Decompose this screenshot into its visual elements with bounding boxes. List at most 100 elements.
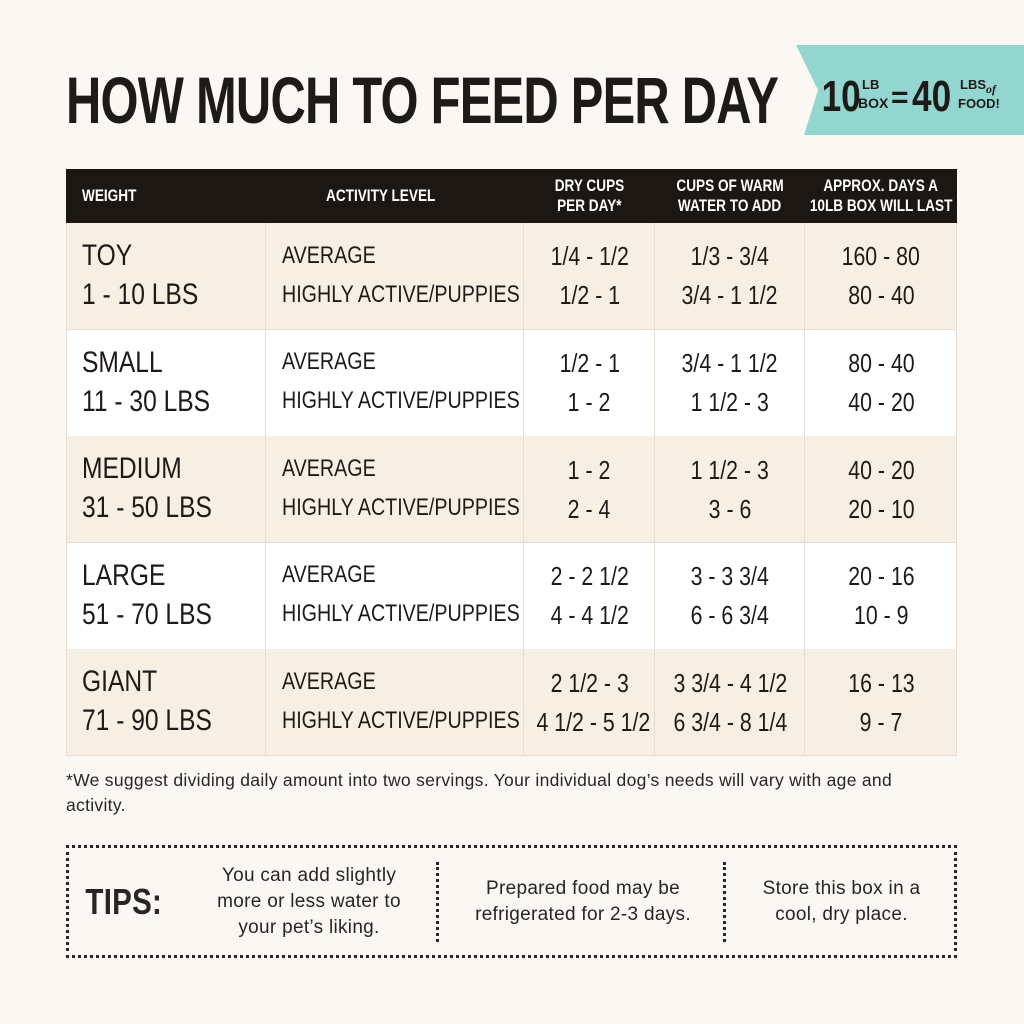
header-cell: ACTIVITY LEVEL — [266, 169, 524, 223]
cell-text: AVERAGE — [282, 454, 376, 482]
cell-line: 16 - 13 — [805, 668, 957, 699]
cell-line: 1 1/2 - 3 — [655, 455, 805, 486]
cell-line: HIGHLY ACTIVE/PUPPIES — [282, 600, 572, 628]
table-cell — [524, 436, 655, 544]
table-cell — [266, 542, 524, 650]
table-cell — [655, 542, 805, 650]
table-cell — [66, 542, 266, 650]
cell-text: 80 - 40 — [847, 280, 915, 311]
cell-line: 1 - 10 LBS — [82, 278, 224, 312]
header-cell: WEIGHT — [66, 169, 266, 223]
cell-text: 1/3 - 3/4 — [690, 241, 770, 272]
table-cell — [66, 649, 266, 757]
cell-line: 4 - 4 1/2 — [524, 600, 655, 631]
cell-text: 2 - 4 — [568, 493, 611, 524]
badge-unit: LBS — [960, 77, 986, 92]
tip: Store this box in a cool, dry place. — [729, 848, 954, 955]
cell-line: 10 - 9 — [805, 600, 957, 631]
cell-line: 9 - 7 — [805, 707, 957, 738]
cell-text: AVERAGE — [282, 561, 376, 589]
badge-equals: = — [891, 81, 909, 114]
table-cell — [266, 223, 524, 331]
tips-label: TIPS: — [69, 848, 179, 955]
cell-text: HIGHLY ACTIVE/PUPPIES — [282, 600, 520, 628]
cell-line: 2 - 4 — [524, 494, 655, 525]
badge: 10 LB BOX = 40 LBS of FOOD! — [796, 45, 1024, 135]
header-cell: DRY CUPS PER DAY* — [524, 169, 655, 223]
cell-line: 1/3 - 3/4 — [655, 241, 805, 272]
table-cell — [805, 223, 957, 331]
cell-line: 20 - 10 — [805, 494, 957, 525]
header-text: WATER TO ADD — [678, 196, 782, 215]
cell-text: TOY — [82, 239, 133, 272]
cell-line: 160 - 80 — [805, 241, 957, 272]
cell-line: 3/4 - 1 1/2 — [655, 280, 805, 311]
cell-line: 3 - 3 3/4 — [655, 561, 805, 592]
cell-text: 31 - 50 LBS — [82, 491, 212, 525]
divider — [723, 862, 726, 942]
cell-text: 71 - 90 LBS — [82, 704, 212, 738]
cell-text: 2 1/2 - 3 — [550, 667, 629, 698]
table-cell — [266, 649, 524, 757]
cell-text: 20 - 16 — [847, 561, 915, 592]
cell-text: SMALL — [82, 345, 163, 379]
cell-text: 1 1/2 - 3 — [690, 454, 770, 485]
table-cell — [66, 223, 266, 331]
cell-text: AVERAGE — [282, 241, 376, 269]
cell-line: 40 - 20 — [805, 387, 957, 418]
header-text: DRY CUPS — [554, 176, 625, 195]
cell-text: 1/2 - 1 — [559, 280, 620, 311]
title: HOW MUCH TO FEED PER DAY — [66, 63, 779, 137]
cell-text: AVERAGE — [282, 668, 376, 695]
header-text: ACTIVITY LEVEL — [326, 186, 436, 205]
header-cell: APPROX. DAYS A 10LB BOX WILL LAST — [805, 169, 957, 223]
cell-text: 80 - 40 — [847, 348, 915, 378]
table-cell — [524, 223, 655, 331]
table-cell — [266, 436, 524, 544]
cell-text: 1 1/2 - 3 — [690, 387, 770, 417]
tip: You can add slightly more or less water … — [189, 848, 429, 955]
table-cell — [66, 329, 266, 437]
cell-line: GIANT — [82, 665, 174, 699]
cell-line: 3 3/4 - 4 1/2 — [655, 668, 805, 699]
cell-line: 1/4 - 1/2 — [524, 241, 655, 272]
cell-line: AVERAGE — [282, 668, 396, 696]
cell-text: LARGE — [82, 558, 166, 592]
tip-text: You can add slightly more or less water … — [217, 864, 401, 938]
cell-text: 4 - 4 1/2 — [550, 600, 629, 631]
table-cell — [805, 542, 957, 650]
cell-text: 4 1/2 - 5 1/2 — [536, 706, 651, 737]
cell-line: 51 - 70 LBS — [82, 598, 240, 632]
cell-line: 20 - 16 — [805, 561, 957, 592]
cell-text: 3/4 - 1 1/2 — [681, 348, 778, 378]
cell-text: 6 - 6 3/4 — [690, 600, 770, 631]
cell-text: 40 - 20 — [847, 387, 915, 417]
cell-line: 4 1/2 - 5 1/2 — [524, 707, 655, 738]
cell-line: HIGHLY ACTIVE/PUPPIES — [282, 281, 572, 309]
cell-text: 3 3/4 - 4 1/2 — [673, 667, 787, 698]
cell-line: 1 1/2 - 3 — [655, 387, 805, 418]
table-cell — [805, 649, 957, 757]
footnote: *We suggest dividing daily amount into t… — [66, 770, 892, 815]
table-cell — [655, 649, 805, 757]
cell-text: 3 - 6 — [708, 493, 752, 524]
cell-line: 80 - 40 — [805, 348, 957, 379]
table-cell — [805, 436, 957, 544]
cell-text: 11 - 30 LBS — [82, 384, 211, 418]
badge-unit: BOX — [858, 95, 889, 111]
cell-text: HIGHLY ACTIVE/PUPPIES — [282, 493, 520, 521]
cell-text: 3 - 3 3/4 — [690, 561, 770, 592]
cell-text: 16 - 13 — [847, 667, 915, 698]
cell-line: HIGHLY ACTIVE/PUPPIES — [282, 494, 572, 522]
cell-text: AVERAGE — [282, 348, 376, 376]
header-text: PER DAY* — [557, 196, 622, 215]
cell-line: HIGHLY ACTIVE/PUPPIES — [282, 707, 572, 735]
header-text: APPROX. DAYS A — [823, 176, 939, 195]
cell-line: AVERAGE — [282, 561, 396, 589]
tips-box: TIPS: You can add slightly more or less … — [66, 845, 957, 958]
cell-line: 6 - 6 3/4 — [655, 600, 805, 631]
tip-text: Store this box in a cool, dry place. — [762, 877, 921, 925]
cell-line: AVERAGE — [282, 455, 396, 483]
cell-line: 1 - 2 — [524, 387, 655, 418]
